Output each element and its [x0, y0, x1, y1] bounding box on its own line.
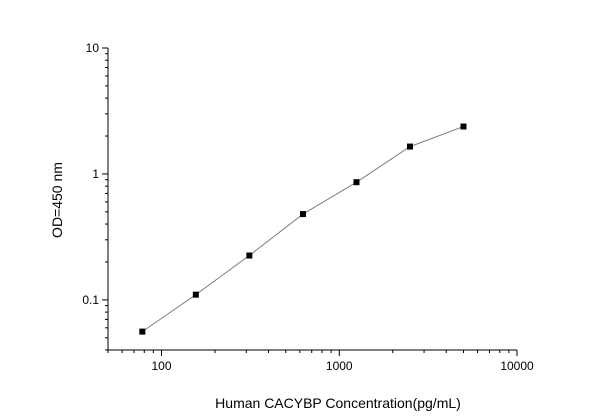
y-axis-ticks: 0.1 1 10	[82, 41, 108, 351]
data-point	[246, 252, 253, 259]
data-markers	[139, 123, 467, 335]
data-point	[353, 179, 360, 186]
plot-frame	[107, 48, 517, 351]
x-axis-ticks: 100 1000 10000	[107, 350, 534, 373]
y-tick-label: 1	[92, 167, 99, 181]
data-point	[460, 123, 467, 130]
data-point	[299, 211, 306, 218]
data-point	[139, 328, 146, 335]
data-point	[192, 291, 199, 298]
x-tick-label: 10000	[500, 359, 534, 373]
x-tick-label: 1000	[326, 359, 353, 373]
series-line	[142, 126, 464, 333]
data-point	[406, 143, 413, 150]
x-tick-label: 100	[151, 359, 171, 373]
y-tick-label: 0.1	[82, 293, 99, 307]
y-axis-label: OD=450 nm	[49, 162, 65, 238]
x-axis-label: Human CACYBP Concentration(pg/mL)	[215, 395, 461, 411]
y-tick-label: 10	[86, 41, 100, 55]
